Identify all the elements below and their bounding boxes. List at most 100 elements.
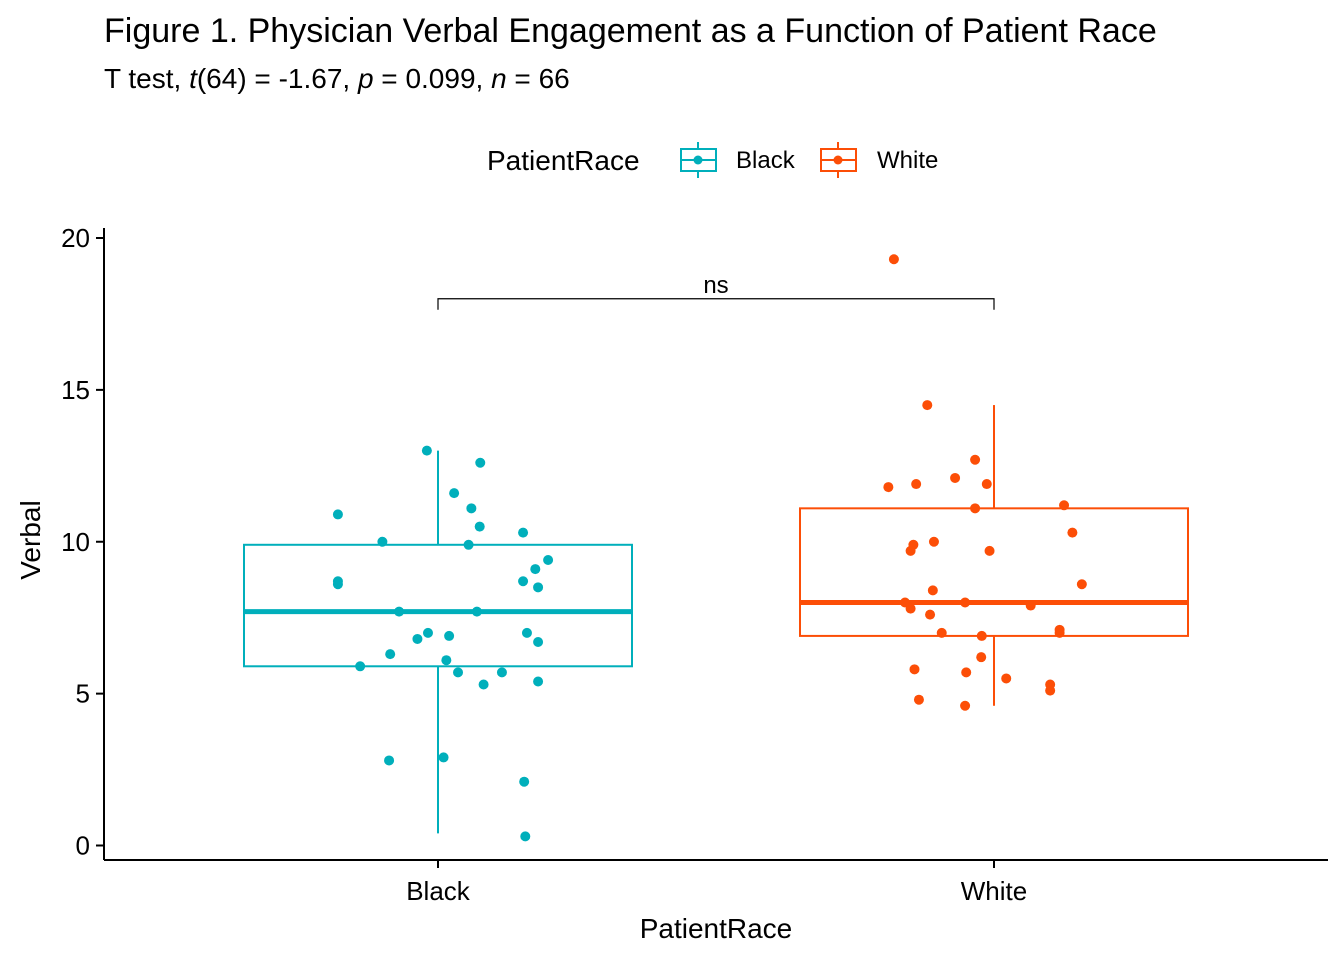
data-point (925, 609, 936, 620)
x-axis-title: PatientRace (640, 913, 793, 944)
axes: 0 5 10 15 20 Black White PatientRace Verbal (15, 223, 1328, 944)
data-point (905, 603, 916, 614)
data-point (981, 479, 992, 490)
y-tick-label: 15 (61, 375, 90, 405)
data-point (421, 445, 432, 456)
data-point (412, 633, 423, 644)
subtitle-p-value: = 0.099, (373, 63, 484, 94)
data-point (438, 752, 449, 763)
data-point (936, 627, 947, 638)
data-point (960, 700, 971, 711)
data-point (970, 454, 981, 465)
significance-label: ns (703, 272, 728, 299)
boxplot-white (799, 405, 1189, 706)
subtitle-test-name: T test, (104, 63, 182, 94)
data-point (883, 482, 894, 493)
points-black (332, 445, 554, 842)
data-point (888, 254, 899, 265)
subtitle-t-symbol: t (189, 63, 197, 94)
legend-key-point (833, 155, 843, 165)
data-point (984, 545, 995, 556)
box-iqr (243, 543, 633, 668)
data-point (475, 457, 486, 468)
data-point (471, 606, 482, 617)
data-point (453, 667, 464, 678)
subtitle-p-symbol: p (357, 63, 374, 94)
y-axis-title: Verbal (15, 500, 46, 579)
legend-label: Black (736, 147, 796, 174)
data-point (394, 606, 405, 617)
boxplot-black (243, 450, 633, 834)
data-point (909, 664, 920, 675)
box-iqr (799, 507, 1189, 637)
data-point (1001, 673, 1012, 684)
data-point (496, 667, 507, 678)
data-point (950, 472, 961, 483)
data-point (519, 776, 530, 787)
data-point (928, 536, 939, 547)
legend-entry-black: Black (680, 142, 796, 178)
data-point (355, 661, 366, 672)
data-point (533, 676, 544, 687)
data-point (520, 831, 531, 842)
data-point (961, 667, 972, 678)
data-point (911, 479, 922, 490)
boxplots (243, 405, 1189, 834)
legend-title: PatientRace (487, 145, 640, 176)
data-point (1076, 579, 1087, 590)
data-point (422, 627, 433, 638)
data-point (463, 539, 474, 550)
data-point (1025, 600, 1036, 611)
subtitle-t-value: = -1.67, (246, 63, 351, 94)
data-point (384, 755, 395, 766)
data-point (922, 400, 933, 411)
data-point (1067, 527, 1078, 538)
data-point (976, 630, 987, 641)
x-tick-label: Black (406, 876, 471, 906)
data-point (908, 539, 919, 550)
data-point (543, 554, 554, 565)
data-point (1059, 500, 1070, 511)
data-point (1045, 679, 1056, 690)
data-point (533, 582, 544, 593)
subtitle-n-value: = 66 (506, 63, 570, 94)
legend-label: White (877, 147, 938, 174)
data-point (332, 509, 343, 520)
points-white (883, 254, 1087, 711)
y-tick-label: 20 (61, 223, 90, 253)
data-point (444, 630, 455, 641)
significance-bracket (437, 298, 995, 310)
data-point (478, 679, 489, 690)
data-point (1054, 624, 1065, 635)
significance-annotation: ns (437, 272, 995, 310)
data-point (533, 636, 544, 647)
data-point (377, 536, 388, 547)
y-tick-label: 10 (61, 527, 90, 557)
data-point (970, 503, 981, 514)
data-point (449, 488, 460, 499)
legend-entry-white: White (820, 142, 938, 178)
data-point (913, 694, 924, 705)
data-point (518, 576, 529, 587)
subtitle-n-symbol: n (491, 63, 507, 94)
data-point (960, 597, 971, 608)
data-point (530, 564, 541, 575)
data-points (332, 254, 1087, 842)
y-tick-label: 5 (76, 679, 90, 709)
data-point (521, 627, 532, 638)
data-point (466, 503, 477, 514)
data-point (332, 576, 343, 587)
data-point (441, 655, 452, 666)
subtitle-df: (64) (196, 63, 247, 94)
data-point (518, 527, 529, 538)
data-point (385, 649, 396, 660)
y-tick-label: 0 (76, 831, 90, 861)
data-point (474, 521, 485, 532)
legend-key-point (693, 155, 703, 165)
data-point (976, 652, 987, 663)
chart-title: Figure 1. Physician Verbal Engagement as… (104, 12, 1157, 50)
x-tick-label: White (961, 876, 1027, 906)
legend: PatientRace Black White (487, 142, 938, 178)
data-point (927, 585, 938, 596)
